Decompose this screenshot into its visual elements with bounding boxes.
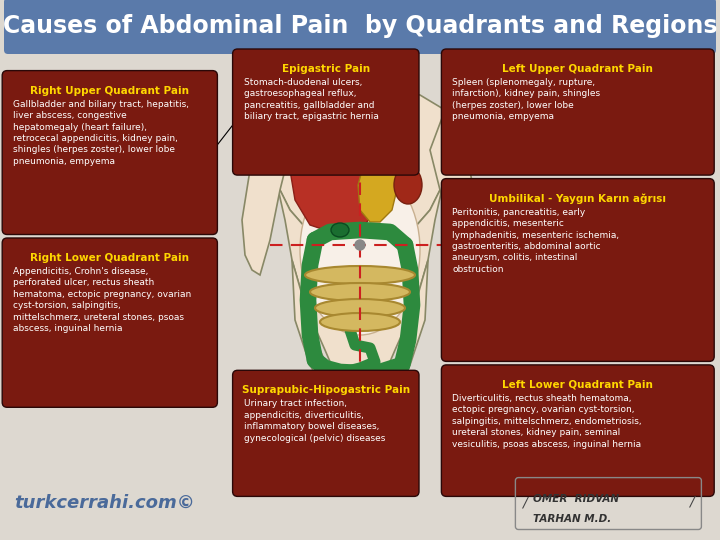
Ellipse shape [305, 266, 415, 284]
Polygon shape [265, 130, 455, 392]
Text: turkcerrahi.com©: turkcerrahi.com© [14, 494, 194, 512]
Ellipse shape [310, 283, 410, 301]
Text: Epigastric Pain: Epigastric Pain [282, 64, 370, 74]
Text: Peritonitis, pancreatitis, early
appendicitis, mesenteric
lymphadenitis, mesente: Peritonitis, pancreatitis, early appendi… [452, 207, 619, 274]
FancyBboxPatch shape [441, 179, 714, 361]
Polygon shape [265, 90, 455, 265]
Text: Stomach-duodenal ulcers,
gastroesophageal reflux,
pancreatitis, gallbladder and
: Stomach-duodenal ulcers, gastroesophagea… [243, 78, 379, 122]
Ellipse shape [320, 313, 400, 331]
Polygon shape [290, 150, 375, 235]
Ellipse shape [334, 42, 386, 86]
FancyBboxPatch shape [233, 49, 419, 175]
Text: Causes of Abdominal Pain  by Quadrants and Regions: Causes of Abdominal Pain by Quadrants an… [3, 14, 717, 38]
FancyBboxPatch shape [4, 0, 716, 54]
Text: Appendicitis, Crohn's disease,
perforated ulcer, rectus sheath
hematoma, ectopic: Appendicitis, Crohn's disease, perforate… [13, 267, 192, 333]
Text: OMER  RIDVAN: OMER RIDVAN [533, 495, 618, 504]
FancyBboxPatch shape [233, 370, 419, 496]
Ellipse shape [300, 165, 420, 335]
Text: Left Upper Quadrant Pain: Left Upper Quadrant Pain [503, 64, 653, 74]
Ellipse shape [315, 299, 405, 317]
Text: /: / [689, 494, 693, 508]
Ellipse shape [331, 223, 349, 237]
Text: Umbilikal - Yaygın Karın ağrısı: Umbilikal - Yaygın Karın ağrısı [490, 194, 666, 204]
FancyBboxPatch shape [2, 71, 217, 234]
Polygon shape [358, 150, 398, 222]
Text: Suprapubic-Hipogastric Pain: Suprapubic-Hipogastric Pain [242, 386, 410, 395]
Text: Diverticulitis, rectus sheath hematoma,
ectopic pregnancy, ovarian cyst-torsion,: Diverticulitis, rectus sheath hematoma, … [452, 394, 642, 449]
Text: Spleen (splenomegaly, rupture,
infarction), kidney pain, shingles
(herpes zoster: Spleen (splenomegaly, rupture, infarctio… [452, 78, 600, 122]
Polygon shape [242, 110, 290, 275]
Text: Right Lower Quadrant Pain: Right Lower Quadrant Pain [30, 253, 189, 263]
Text: /: / [522, 495, 526, 509]
FancyBboxPatch shape [2, 238, 217, 407]
Text: Urinary tract infection,
appendicitis, diverticulitis,
inflammatory bowel diseas: Urinary tract infection, appendicitis, d… [243, 399, 385, 443]
Ellipse shape [394, 166, 422, 204]
Text: Gallbladder and biliary tract, hepatitis,
liver abscess, congestive
hepatomegaly: Gallbladder and biliary tract, hepatitis… [13, 99, 189, 166]
FancyBboxPatch shape [441, 365, 714, 496]
FancyBboxPatch shape [441, 49, 714, 175]
Text: TARHAN M.D.: TARHAN M.D. [533, 515, 611, 524]
Polygon shape [430, 110, 478, 275]
Circle shape [355, 240, 365, 250]
Text: Right Upper Quadrant Pain: Right Upper Quadrant Pain [30, 86, 189, 96]
Polygon shape [292, 260, 428, 410]
Text: Left Lower Quadrant Pain: Left Lower Quadrant Pain [503, 380, 653, 390]
Polygon shape [346, 84, 374, 95]
